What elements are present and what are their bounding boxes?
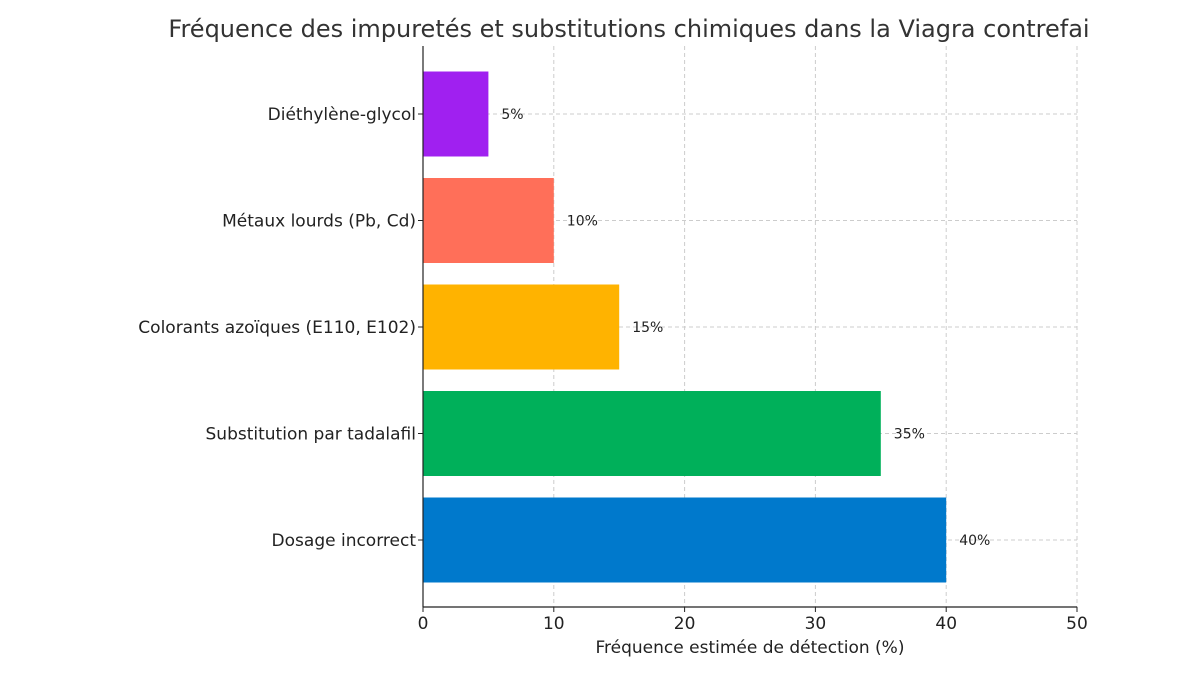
- x-axis-label: Fréquence estimée de détection (%): [596, 638, 905, 658]
- x-tick-label: 40: [935, 614, 957, 634]
- x-tick-label: 30: [805, 614, 827, 634]
- data-label: 10%: [567, 214, 598, 230]
- bar: [423, 284, 620, 370]
- chart-title: Fréquence des impuretés et substitutions…: [168, 15, 1089, 43]
- y-tick-labels: Dosage incorrect Substitution par tadalaf…: [138, 105, 423, 551]
- y-tick-label: Métaux lourds (Pb, Cd): [222, 212, 416, 232]
- x-ticks: 0 10 20 30 40 50: [418, 607, 1088, 634]
- data-label: 15%: [632, 320, 663, 336]
- y-tick-label: Colorants azoïques (E110, E102): [138, 318, 416, 338]
- bars: [423, 71, 947, 583]
- data-label: 5%: [501, 107, 523, 123]
- x-tick-label: 0: [418, 614, 429, 634]
- bar: [423, 178, 554, 263]
- bar: [423, 391, 881, 476]
- data-labels: 40% 35% 15% 10% 5%: [501, 107, 990, 549]
- data-label: 40%: [959, 533, 990, 549]
- data-label: 35%: [894, 427, 925, 443]
- x-tick-label: 10: [543, 614, 565, 634]
- x-tick-label: 50: [1066, 614, 1088, 634]
- y-tick-label: Substitution par tadalafil: [206, 425, 416, 445]
- bar: [423, 71, 489, 157]
- y-tick-label: Dosage incorrect: [272, 531, 417, 551]
- y-tick-label: Diéthylène-glycol: [268, 105, 416, 125]
- bar: [423, 497, 947, 583]
- x-tick-label: 20: [674, 614, 696, 634]
